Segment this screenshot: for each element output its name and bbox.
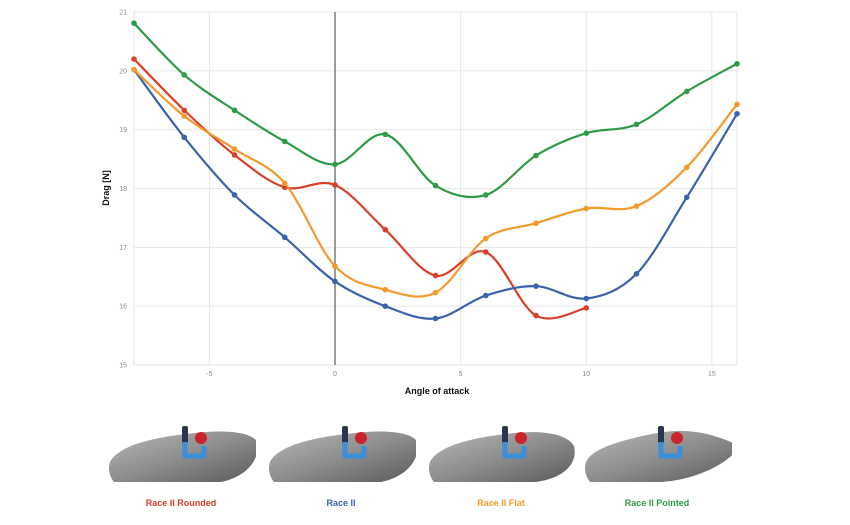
data-point xyxy=(734,110,740,117)
data-point xyxy=(332,263,338,269)
panel-label: Race II xyxy=(326,498,356,508)
data-point xyxy=(382,286,389,293)
data-point xyxy=(181,134,188,141)
data-point xyxy=(583,305,590,311)
data-point xyxy=(533,283,539,289)
series-line xyxy=(132,22,739,199)
series-race-ii-pointed xyxy=(131,20,740,199)
data-point xyxy=(432,289,439,296)
data-point xyxy=(131,56,137,62)
data-point xyxy=(533,312,539,319)
data-point xyxy=(281,138,288,145)
y-tick-label: 21 xyxy=(119,10,127,17)
data-point xyxy=(181,72,188,78)
data-point xyxy=(332,182,338,188)
data-point xyxy=(181,107,188,114)
data-point xyxy=(231,192,238,198)
data-point xyxy=(432,272,439,279)
panel-label: Race II Rounded xyxy=(145,498,217,508)
data-point xyxy=(131,66,137,73)
series-group xyxy=(131,20,740,322)
panel-4: Race II Pointed xyxy=(582,418,732,518)
y-tick-label: 17 xyxy=(119,245,127,252)
data-point xyxy=(281,234,288,241)
x-tick-label: 5 xyxy=(459,371,463,378)
series-line xyxy=(132,68,739,320)
data-point xyxy=(683,194,690,201)
x-tick-label: 15 xyxy=(708,371,716,378)
data-point xyxy=(231,107,238,114)
y-tick-labels: 15 16 17 18 19 20 21 xyxy=(119,10,127,370)
x-tick-label: -5 xyxy=(206,371,212,378)
x-axis-title: Angle of attack xyxy=(405,386,471,396)
panel-label: Race II Flat xyxy=(477,498,525,508)
grid-lines xyxy=(133,11,738,366)
x-tick-label: 10 xyxy=(582,371,590,378)
helmet-illustration xyxy=(585,426,732,482)
y-tick-label: 20 xyxy=(119,68,127,75)
data-point xyxy=(181,113,188,119)
data-point xyxy=(382,226,389,233)
data-point xyxy=(382,303,389,309)
helmet-illustration xyxy=(109,426,256,482)
x-tick-labels: -5 0 5 10 15 xyxy=(206,371,716,378)
panel-3: Race II Flat xyxy=(426,418,576,518)
y-axis-title: Drag [N] xyxy=(101,170,111,206)
y-tick-label: 19 xyxy=(119,127,127,134)
data-point xyxy=(683,164,690,171)
data-point xyxy=(432,315,439,322)
data-point xyxy=(633,121,640,128)
data-point xyxy=(583,295,590,302)
data-point xyxy=(231,152,238,158)
data-point xyxy=(482,192,489,198)
data-point xyxy=(583,205,590,212)
data-point xyxy=(734,101,740,108)
x-tick-label: 0 xyxy=(333,371,337,378)
y-tick-label: 18 xyxy=(119,186,127,193)
data-point xyxy=(432,182,439,189)
series-race-ii xyxy=(131,66,740,322)
series-race-ii-flat xyxy=(131,66,740,298)
data-point xyxy=(482,292,489,299)
data-point xyxy=(533,152,539,159)
data-point xyxy=(332,278,338,285)
series-race-ii-rounded xyxy=(131,56,590,320)
y-tick-label: 15 xyxy=(119,363,127,370)
helmet-illustration xyxy=(269,426,416,482)
y-tick-label: 16 xyxy=(119,304,127,311)
data-point xyxy=(281,180,288,187)
data-point xyxy=(583,130,590,136)
panel-2: Race II xyxy=(266,418,416,518)
panel-label: Race II Pointed xyxy=(624,498,690,508)
data-point xyxy=(683,88,690,95)
panel-1: Race II Rounded xyxy=(106,418,256,518)
helmet-illustration xyxy=(429,426,575,482)
data-point xyxy=(633,271,640,277)
data-point xyxy=(382,131,389,138)
data-point xyxy=(231,146,238,152)
data-point xyxy=(131,20,137,26)
data-point xyxy=(482,249,489,255)
data-point xyxy=(482,235,489,242)
data-point xyxy=(633,203,640,209)
data-point xyxy=(332,161,338,168)
data-point xyxy=(734,60,740,67)
data-point xyxy=(533,220,539,227)
